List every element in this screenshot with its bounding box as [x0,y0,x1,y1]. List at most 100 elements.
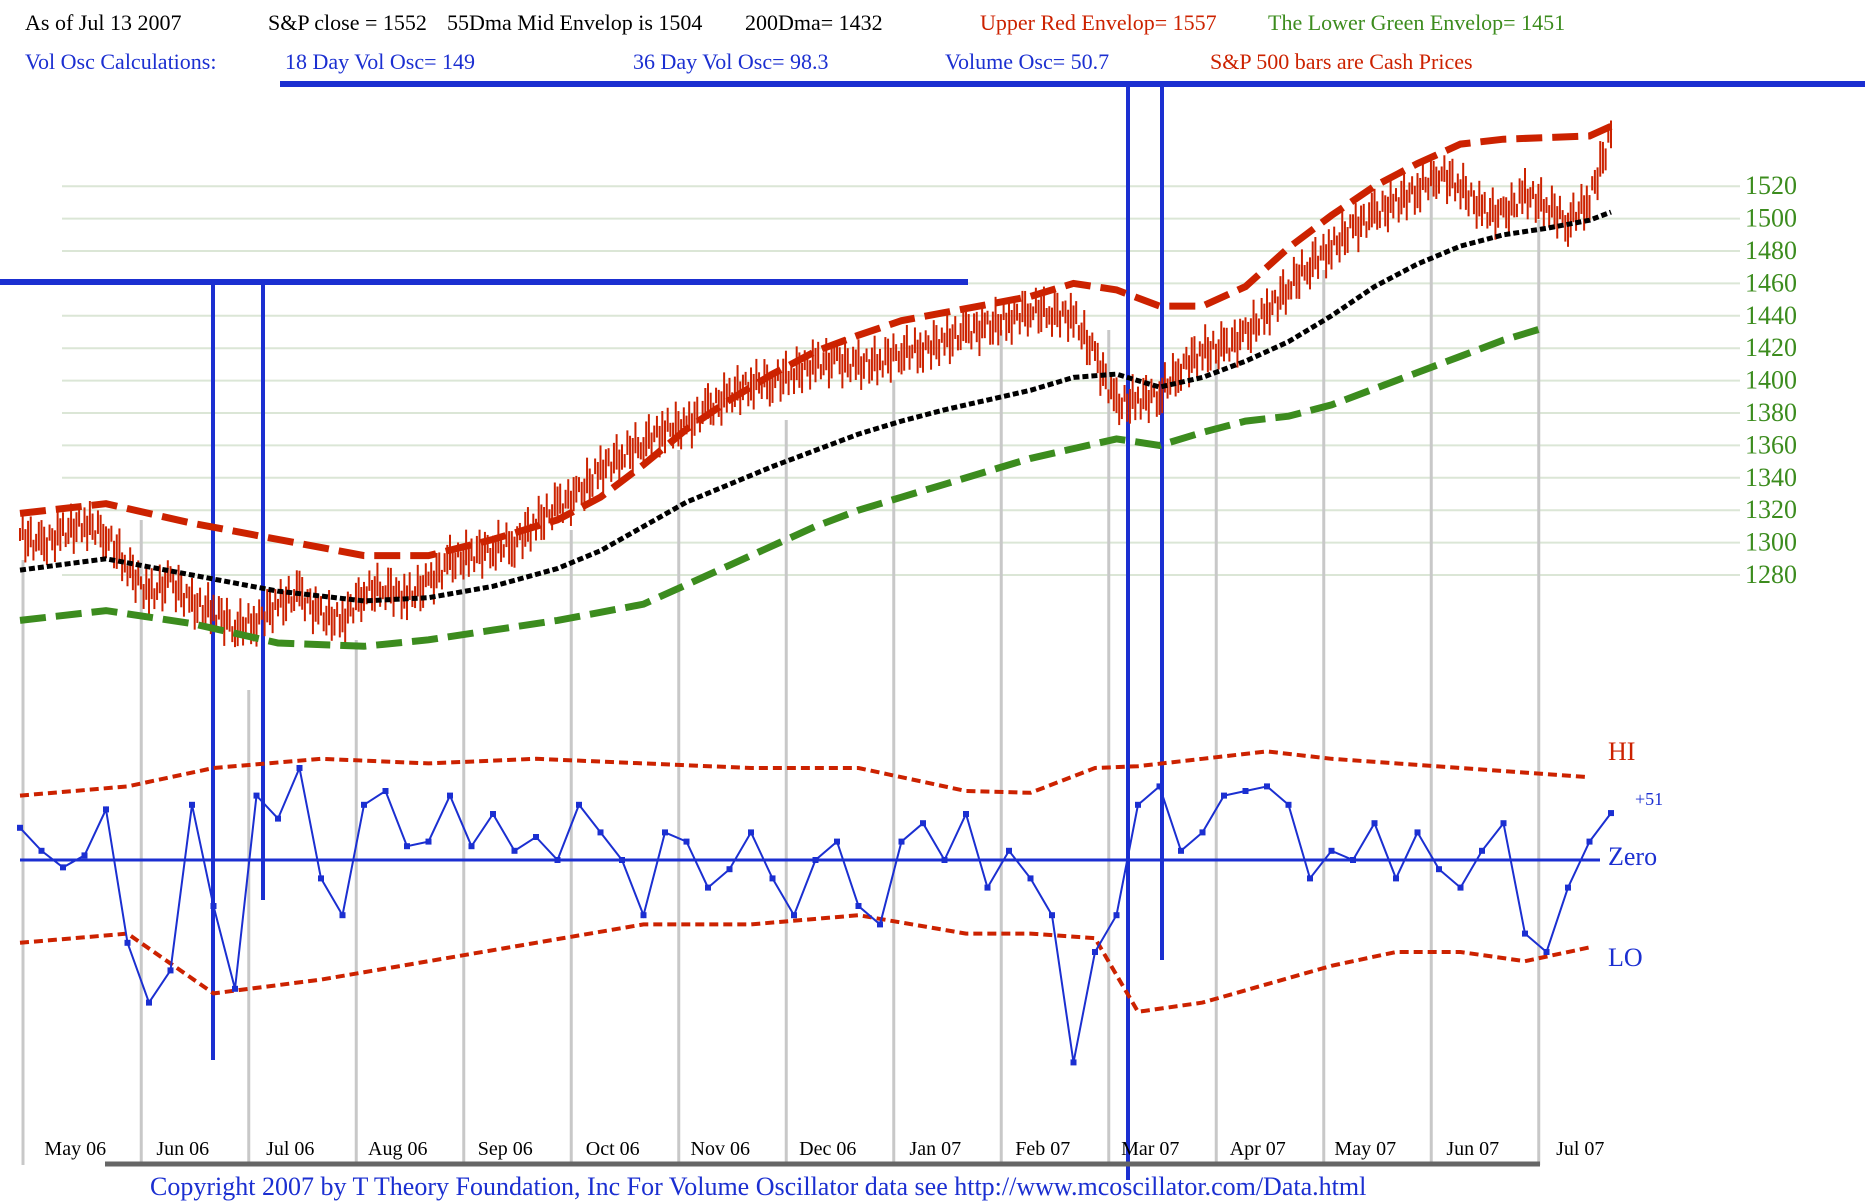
osc-point-0 [17,824,23,831]
lower-green-envelope-line [19,323,1548,650]
osc-label-zero: Zero [1608,842,1657,871]
blue-guide-lines [0,81,1865,1180]
osc-point-48 [1049,912,1055,919]
osc-point-39 [855,903,862,909]
month-label-1: Jun 06 [156,1138,209,1160]
header-vol-osc-calc: Vol Osc Calculations: [25,49,217,74]
osc-point-28 [619,857,625,863]
osc-point-72 [1565,884,1571,891]
osc-point-38 [834,838,840,845]
osc-point-24 [533,834,539,840]
price-tick-1500: 1500 [1745,204,1797,233]
month-label-9: Feb 07 [1015,1138,1070,1160]
price-tick-1440: 1440 [1745,301,1797,330]
axis-labels: 1280 1300 1320 1340 1360 1380 1400 1420 1440 1460… [44,171,1797,1167]
month-label-10: Mar 07 [1121,1138,1179,1160]
osc-point-53 [1156,783,1163,790]
osc-point-23 [511,847,518,854]
month-label-0: May 06 [44,1138,106,1160]
envelope-series [19,123,1613,650]
osc-point-68 [1479,847,1485,854]
osc-point-5 [124,939,131,946]
osc-point-9 [210,903,217,909]
osc-point-44 [963,811,969,817]
osc-point-73 [1586,838,1593,845]
osc-hi-band [19,749,1590,798]
osc-point-62 [1350,857,1356,863]
month-label-8: Jan 07 [909,1138,961,1160]
vertical-markers [21,170,1541,1165]
price-tick-1280: 1280 [1745,560,1797,589]
osc-label-lo: LO [1608,943,1643,972]
osc-point-40 [877,921,883,928]
osc-point-14 [318,875,324,882]
osc-point-34 [748,829,754,836]
header-asof: As of Jul 13 2007 [25,10,182,35]
osc-point-61 [1328,847,1335,854]
header-200dma: 200Dma= 1432 [745,10,883,35]
osc-point-63 [1371,820,1378,827]
osc-point-69 [1500,820,1507,827]
osc-point-8 [189,801,195,808]
volume-oscillator-line [19,764,1612,1063]
osc-point-56 [1221,792,1227,799]
osc-point-60 [1307,875,1313,882]
price-tick-1320: 1320 [1745,495,1797,524]
osc-point-42 [920,820,926,827]
price-tick-1520: 1520 [1745,171,1797,200]
osc-point-26 [576,801,582,808]
osc-point-65 [1414,829,1421,836]
month-label-4: Sep 06 [478,1138,533,1160]
month-label-5: Oct 06 [586,1138,640,1160]
header-lower-green: The Lower Green Envelop= 1451 [1268,10,1566,35]
osc-point-13 [296,765,303,771]
osc-point-15 [339,912,346,919]
osc-point-27 [597,829,604,836]
osc-point-71 [1543,949,1550,955]
osc-label-last: +51 [1635,789,1663,809]
osc-point-50 [1092,949,1098,955]
header-18day: 18 Day Vol Osc= 149 [285,49,476,74]
osc-point-51 [1113,912,1120,919]
osc-point-57 [1242,788,1249,794]
month-label-11: Apr 07 [1230,1138,1286,1160]
osc-point-2 [60,864,66,871]
osc-point-29 [640,912,647,919]
osc-point-21 [468,843,475,850]
osc-point-1 [38,847,45,854]
osc-point-32 [705,884,711,891]
header-volume-osc: Volume Osc= 50.7 [945,49,1110,74]
price-tick-1460: 1460 [1745,268,1797,297]
oscillator-series [17,749,1614,1066]
osc-point-35 [769,875,776,882]
osc-point-6 [146,999,152,1006]
osc-point-33 [726,866,733,873]
osc-point-54 [1178,847,1184,854]
price-tick-1380: 1380 [1745,398,1797,427]
osc-point-67 [1457,884,1464,891]
header-36day: 36 Day Vol Osc= 98.3 [633,49,829,74]
osc-point-59 [1285,801,1292,808]
osc-point-11 [253,792,260,799]
mid-55dma-line [19,209,1612,604]
month-label-2: Jul 06 [266,1138,314,1160]
osc-point-18 [404,843,410,850]
osc-point-46 [1006,847,1012,854]
osc-point-47 [1027,875,1034,882]
month-label-7: Dec 06 [799,1138,856,1160]
price-tick-1360: 1360 [1745,430,1797,459]
osc-point-64 [1393,875,1399,882]
month-label-3: Aug 06 [368,1138,427,1160]
osc-point-74 [1608,810,1614,817]
osc-point-22 [490,811,496,817]
osc-point-37 [812,857,819,863]
price-tick-1480: 1480 [1745,236,1797,265]
price-tick-1400: 1400 [1745,366,1797,395]
osc-point-49 [1070,1059,1077,1066]
osc-point-58 [1264,783,1270,790]
copyright-notice: Copyright 2007 by T Theory Foundation, I… [150,1172,1367,1201]
osc-point-19 [425,838,432,845]
osc-point-3 [81,852,88,859]
osc-point-36 [791,912,797,919]
